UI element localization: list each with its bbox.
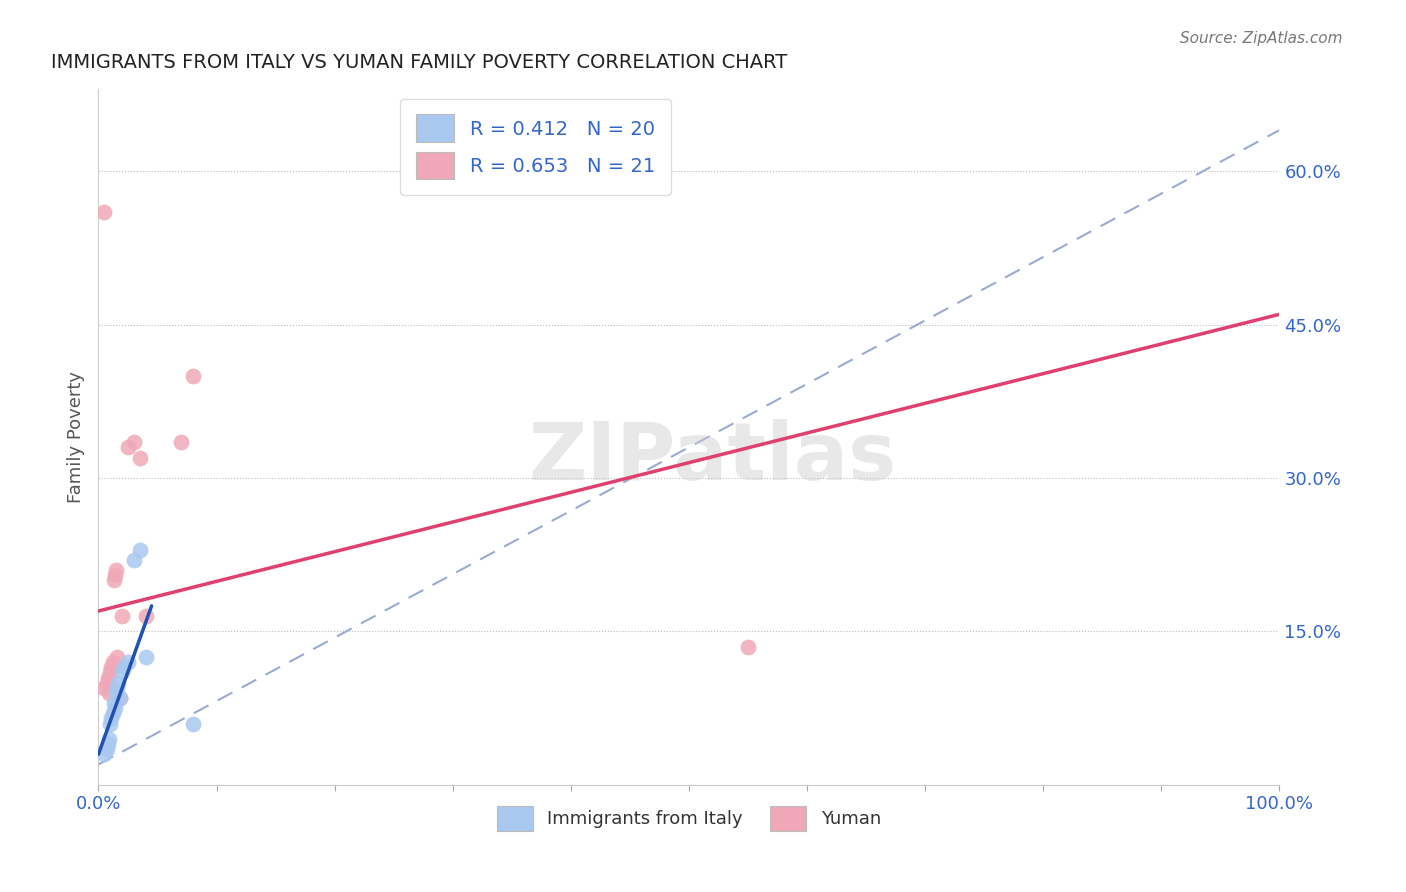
Point [100, 660, 122, 674]
Point [98, 716, 121, 731]
Point [104, 568, 127, 582]
Point [103, 574, 125, 588]
Point [181, 368, 204, 383]
Y-axis label: Family Poverty: Family Poverty [66, 371, 84, 503]
Point [135, 650, 157, 665]
Point [93, 681, 115, 695]
Point [100, 711, 122, 725]
Legend: Immigrants from Italy, Yuman: Immigrants from Italy, Yuman [482, 791, 896, 846]
Text: IMMIGRANTS FROM ITALY VS YUMAN FAMILY POVERTY CORRELATION CHART: IMMIGRANTS FROM ITALY VS YUMAN FAMILY PO… [51, 54, 787, 72]
Point [101, 655, 124, 669]
Point [104, 701, 127, 715]
Point [98, 686, 121, 700]
Point [737, 640, 759, 654]
Point [122, 435, 145, 450]
Point [105, 563, 128, 577]
Point [96, 675, 118, 690]
Point [107, 675, 129, 690]
Point [105, 650, 128, 665]
Point [128, 450, 150, 465]
Point [101, 706, 124, 721]
Point [103, 696, 125, 710]
Point [181, 716, 204, 731]
Point [108, 690, 131, 705]
Point [122, 553, 145, 567]
Point [111, 609, 134, 624]
Point [170, 435, 193, 450]
Point [105, 681, 128, 695]
Point [128, 542, 150, 557]
Point [98, 731, 121, 746]
Point [97, 671, 120, 685]
Point [112, 660, 135, 674]
Point [98, 665, 121, 680]
Text: Source: ZipAtlas.com: Source: ZipAtlas.com [1180, 31, 1343, 46]
Point [108, 690, 131, 705]
Point [93, 747, 115, 762]
Point [111, 665, 134, 680]
Point [105, 686, 128, 700]
Point [117, 440, 139, 454]
Point [97, 737, 120, 751]
Point [96, 742, 118, 756]
Text: ZIPatlas: ZIPatlas [529, 419, 897, 497]
Point [135, 609, 157, 624]
Point [93, 205, 115, 219]
Point [117, 655, 139, 669]
